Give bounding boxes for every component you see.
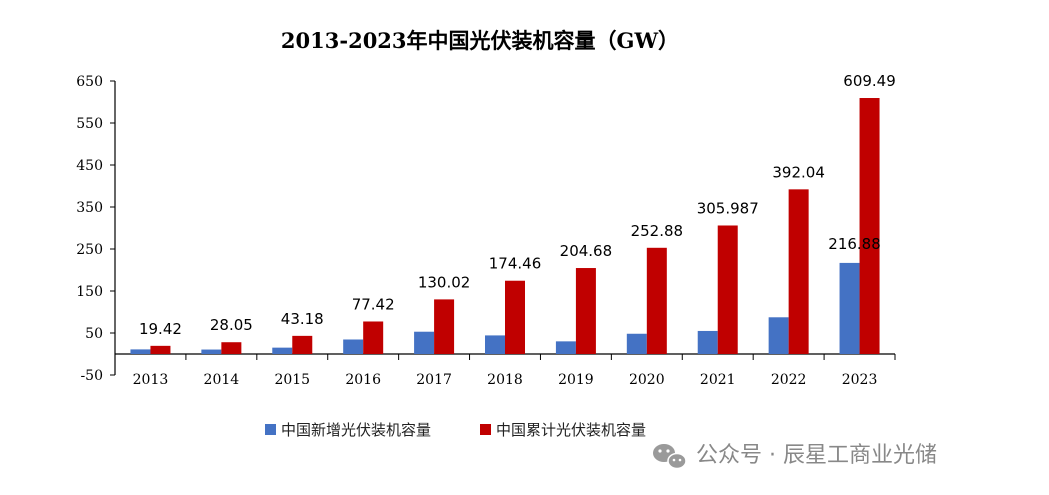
x-tick-label: 2014 [204, 372, 240, 388]
data-label: 130.02 [418, 273, 471, 291]
y-tick-label: 450 [76, 158, 103, 174]
x-tick-label: 2022 [771, 372, 807, 388]
cumulative-capacity-bar [150, 345, 171, 354]
data-label: 216.88 [828, 235, 881, 253]
data-labels: 19.42 28.05 43.18 77.42 130.02 174.46 204.68 25… [139, 72, 896, 338]
new-capacity-bar [839, 262, 860, 354]
y-tick-label: -50 [80, 368, 103, 384]
cumulative-capacity-bar [505, 280, 525, 354]
cumulative-capacity-bar [717, 225, 738, 354]
data-label: 305.987 [697, 199, 759, 217]
axes: 650 550 450 350 250 150 50 -50 2013 2014 2015 2016 2… [76, 74, 896, 388]
new-capacity-bar [626, 333, 647, 354]
cumulative-capacity-bar [859, 98, 880, 355]
x-tick-label: 2016 [345, 372, 381, 388]
new-capacity-bar [343, 339, 364, 354]
legend: 中国新增光伏装机容量 中国累计光伏装机容量 [265, 421, 646, 439]
legend-swatch [265, 424, 276, 435]
y-tick-label: 550 [76, 116, 103, 132]
x-tick-label: 2021 [700, 372, 736, 388]
cumulative-capacity-bar [575, 268, 596, 354]
legend-label: 中国新增光伏装机容量 [281, 421, 431, 439]
x-tick-label: 2019 [558, 372, 594, 388]
cumulative-capacity-bar [434, 299, 455, 354]
new-capacity-bar [697, 330, 718, 354]
watermark: 公众号 · 辰星工商业光储 [653, 443, 937, 470]
cumulative-capacity-bar [292, 335, 313, 354]
cumulative-capacity-bar [646, 247, 667, 354]
x-tick-label: 2017 [416, 372, 452, 388]
cumulative-capacity-bar [788, 189, 809, 354]
chart-title: 2013-2023年中国光伏装机容量（GW） [281, 28, 679, 53]
data-label: 174.46 [489, 255, 542, 273]
x-tick-label: 2018 [487, 372, 523, 388]
y-tick-label: 50 [85, 326, 103, 342]
data-label: 43.18 [281, 310, 324, 328]
new-capacity-bar [414, 331, 435, 354]
data-label: 19.42 [139, 320, 182, 338]
y-tick-label: 350 [76, 200, 103, 216]
y-tick-label: 150 [76, 284, 103, 300]
x-tick-label: 2020 [629, 372, 665, 388]
wechat-icon [653, 444, 687, 470]
new-capacity-bar [201, 349, 222, 354]
new-capacity-bar [485, 335, 505, 354]
new-capacity-bar [272, 347, 293, 354]
cumulative-capacity-bar [363, 321, 384, 354]
new-capacity-bar [130, 349, 151, 354]
y-tick-label: 250 [76, 242, 103, 258]
new-capacity-bar [768, 317, 789, 354]
data-label: 204.68 [560, 242, 613, 260]
data-label: 252.88 [631, 222, 684, 240]
watermark-text: 公众号 · 辰星工商业光储 [696, 443, 937, 468]
cumulative-capacity-bar [221, 342, 242, 354]
data-label: 609.49 [843, 72, 896, 90]
data-label: 28.05 [210, 316, 253, 334]
x-tick-label: 2013 [133, 372, 169, 388]
bars [130, 98, 880, 355]
new-capacity-bar [555, 341, 576, 354]
data-label: 392.04 [772, 163, 825, 181]
data-label: 77.42 [352, 295, 395, 313]
x-tick-label: 2015 [274, 372, 310, 388]
legend-swatch [480, 424, 491, 435]
x-tick-label: 2023 [842, 372, 878, 388]
legend-label: 中国累计光伏装机容量 [496, 421, 646, 439]
y-tick-label: 650 [76, 74, 103, 90]
